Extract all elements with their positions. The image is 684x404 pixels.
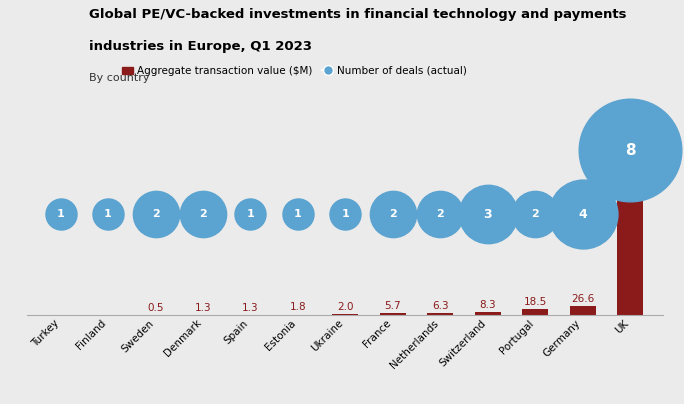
Text: industries in Europe, Q1 2023: industries in Europe, Q1 2023 (89, 40, 312, 53)
Text: 2: 2 (389, 209, 397, 219)
Text: 1: 1 (341, 209, 350, 219)
Point (435, 211, 446, 217)
Bar (617, 130, 644, 315)
Text: 3: 3 (484, 208, 492, 221)
Point (103, 211, 114, 217)
Text: 1.8: 1.8 (289, 303, 306, 313)
Bar (428, 313, 453, 315)
Bar (332, 314, 358, 315)
Text: 0.5: 0.5 (147, 303, 163, 313)
Text: 26.6: 26.6 (571, 294, 594, 304)
Point (577, 211, 588, 217)
Point (340, 211, 351, 217)
Text: 2: 2 (199, 209, 207, 219)
Text: 5.7: 5.7 (384, 301, 402, 311)
Point (150, 211, 161, 217)
Point (482, 211, 493, 217)
Text: 1: 1 (294, 209, 302, 219)
Bar (380, 313, 406, 315)
Text: 8: 8 (625, 143, 635, 158)
Text: 1: 1 (104, 209, 112, 219)
Text: Global PE/VC-backed investments in financial technology and payments: Global PE/VC-backed investments in finan… (89, 8, 627, 21)
Text: 4: 4 (579, 208, 587, 221)
Point (198, 211, 209, 217)
Bar (285, 314, 311, 315)
Text: 6.3: 6.3 (432, 301, 449, 311)
Point (530, 211, 541, 217)
Text: 2: 2 (436, 209, 444, 219)
Text: 8.3: 8.3 (479, 300, 496, 310)
Text: 2: 2 (531, 209, 539, 219)
Point (55, 211, 66, 217)
Text: 2: 2 (152, 209, 159, 219)
Text: 18.5: 18.5 (524, 297, 547, 307)
Point (245, 211, 256, 217)
Text: 2.0: 2.0 (337, 303, 354, 312)
Text: 1.3: 1.3 (242, 303, 259, 313)
Text: 1: 1 (57, 209, 64, 219)
Point (624, 147, 635, 154)
Text: By country: By country (89, 73, 149, 83)
Text: 1.3: 1.3 (195, 303, 211, 313)
Bar (570, 306, 596, 315)
Text: 549.0: 549.0 (616, 118, 645, 128)
Bar (475, 312, 501, 315)
Point (387, 211, 398, 217)
Point (293, 211, 304, 217)
Bar (523, 309, 549, 315)
Legend: Aggregate transaction value ($M), Number of deals (actual): Aggregate transaction value ($M), Number… (118, 62, 471, 80)
Text: 1: 1 (247, 209, 254, 219)
